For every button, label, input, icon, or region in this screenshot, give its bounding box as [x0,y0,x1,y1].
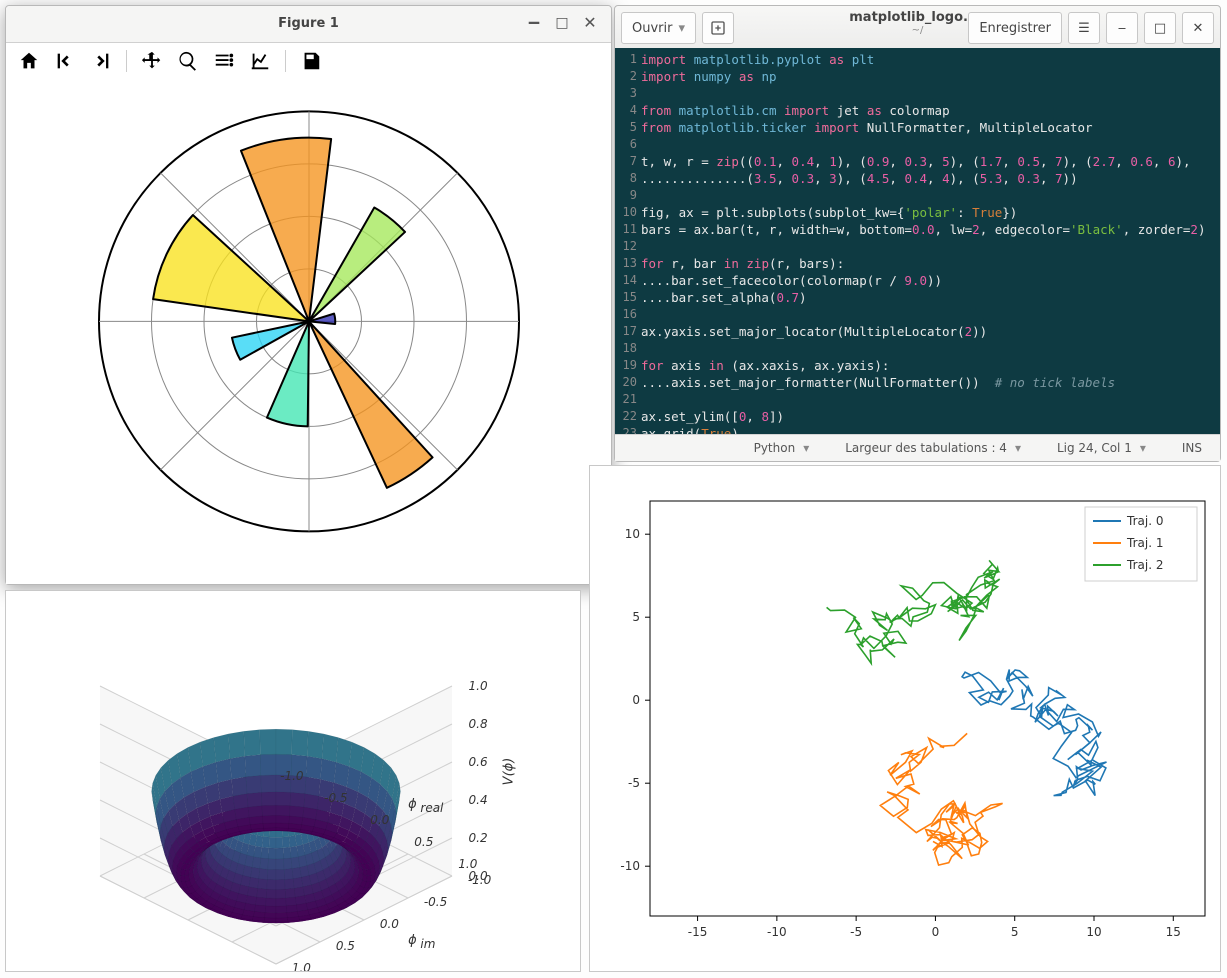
editor-minimize-icon[interactable]: ‒ [1106,12,1138,44]
editor-statusbar: Python Largeur des tabulations : 4 Lig 2… [615,434,1220,461]
save-button[interactable]: Enregistrer [968,12,1062,44]
svg-text:-0.5: -0.5 [424,895,447,909]
home-icon[interactable] [16,48,42,74]
open-button[interactable]: Ouvrir▾ [621,12,696,44]
svg-text:0.0: 0.0 [370,813,389,827]
line-gutter: 1 2 3 4 5 6 7 8 9 10 11 12 13 14 15 16 1… [615,48,639,435]
svg-text:0.2: 0.2 [469,831,488,845]
svg-text:Traj. 2: Traj. 2 [1126,558,1163,572]
svg-text:V(ϕ): V(ϕ) [501,758,516,786]
svg-text:10: 10 [1086,925,1101,939]
maximize-icon[interactable]: □ [551,12,573,34]
svg-text:0.8: 0.8 [469,717,488,731]
svg-text:ϕ: ϕ [408,933,417,948]
save-icon[interactable] [298,48,324,74]
editor-close-icon[interactable]: ✕ [1182,12,1214,44]
status-lang[interactable]: Python [736,441,828,455]
toolbar-separator [126,50,127,72]
code-editor[interactable]: 1 2 3 4 5 6 7 8 9 10 11 12 13 14 15 16 1… [615,48,1220,435]
svg-text:0: 0 [632,693,640,707]
figure-window: Figure 1 ‒ □ ✕ [5,5,612,585]
svg-text:0.5: 0.5 [414,835,433,849]
svg-text:0.0: 0.0 [469,869,488,883]
menu-button[interactable]: ☰ [1068,12,1100,44]
status-ins: INS [1164,441,1220,455]
polar-plot-area [6,78,611,584]
subplots-icon[interactable] [211,48,237,74]
svg-text:10: 10 [625,527,640,541]
trajectory-panel: -15 -10 -5 0 5 10 15 -10 -5 0 5 10 Traj. 0 Traj. 1 Tra… [589,465,1221,972]
svg-text:0.4: 0.4 [469,793,488,807]
svg-text:real: real [420,801,444,815]
svg-text:im: im [420,937,435,951]
svg-text:0: 0 [932,925,940,939]
figure-title: Figure 1 [6,6,611,42]
minimize-icon[interactable]: ‒ [523,12,545,34]
back-icon[interactable] [52,48,78,74]
svg-text:0.0: 0.0 [380,917,399,931]
svg-text:1.0: 1.0 [469,679,488,693]
svg-text:5: 5 [632,610,640,624]
trajectory-chart: -15 -10 -5 0 5 10 15 -10 -5 0 5 10 Traj. 0 Traj. 1 Tra… [590,466,1220,971]
svg-text:ϕ: ϕ [408,797,417,812]
svg-text:0.6: 0.6 [469,755,488,769]
svg-text:-5: -5 [628,776,640,790]
svg-text:0.5: 0.5 [336,939,355,953]
figure-titlebar[interactable]: Figure 1 ‒ □ ✕ [6,6,611,43]
svg-text:-5: -5 [850,925,862,939]
status-tabs[interactable]: Largeur des tabulations : 4 [827,441,1039,455]
editor-maximize-icon[interactable]: □ [1144,12,1176,44]
svg-text:Traj. 1: Traj. 1 [1126,536,1163,550]
code-body[interactable]: import matplotlib.pyplot as pltimport nu… [641,51,1216,435]
mpl-toolbar [6,43,611,80]
svg-text:1.0: 1.0 [292,961,311,971]
svg-text:-10: -10 [767,925,787,939]
new-tab-button[interactable] [702,12,734,44]
zoom-icon[interactable] [175,48,201,74]
editor-titlebar[interactable]: Ouvrir▾ matplotlib_logo.py ~/ Enregistre… [615,6,1220,49]
svg-text:-15: -15 [688,925,708,939]
editor-window: Ouvrir▾ matplotlib_logo.py ~/ Enregistre… [614,5,1221,462]
close-icon[interactable]: ✕ [579,12,601,34]
polar-chart [69,81,549,561]
svg-text:5: 5 [1011,925,1019,939]
svg-text:-0.5: -0.5 [324,791,347,805]
svg-text:15: 15 [1166,925,1181,939]
toolbar-separator [285,50,286,72]
svg-text:Traj. 0: Traj. 0 [1126,514,1163,528]
svg-text:-10: -10 [620,859,640,873]
pan-icon[interactable] [139,48,165,74]
forward-icon[interactable] [88,48,114,74]
svg-text:-1.0: -1.0 [280,769,304,783]
surface3d-chart: -1.0-0.50.00.51.0-1.0-0.50.00.51.00.00.2… [6,591,580,971]
axes-icon[interactable] [247,48,273,74]
surface3d-panel: -1.0-0.50.00.51.0-1.0-0.50.00.51.00.00.2… [5,590,581,972]
status-pos[interactable]: Lig 24, Col 1 [1039,441,1164,455]
